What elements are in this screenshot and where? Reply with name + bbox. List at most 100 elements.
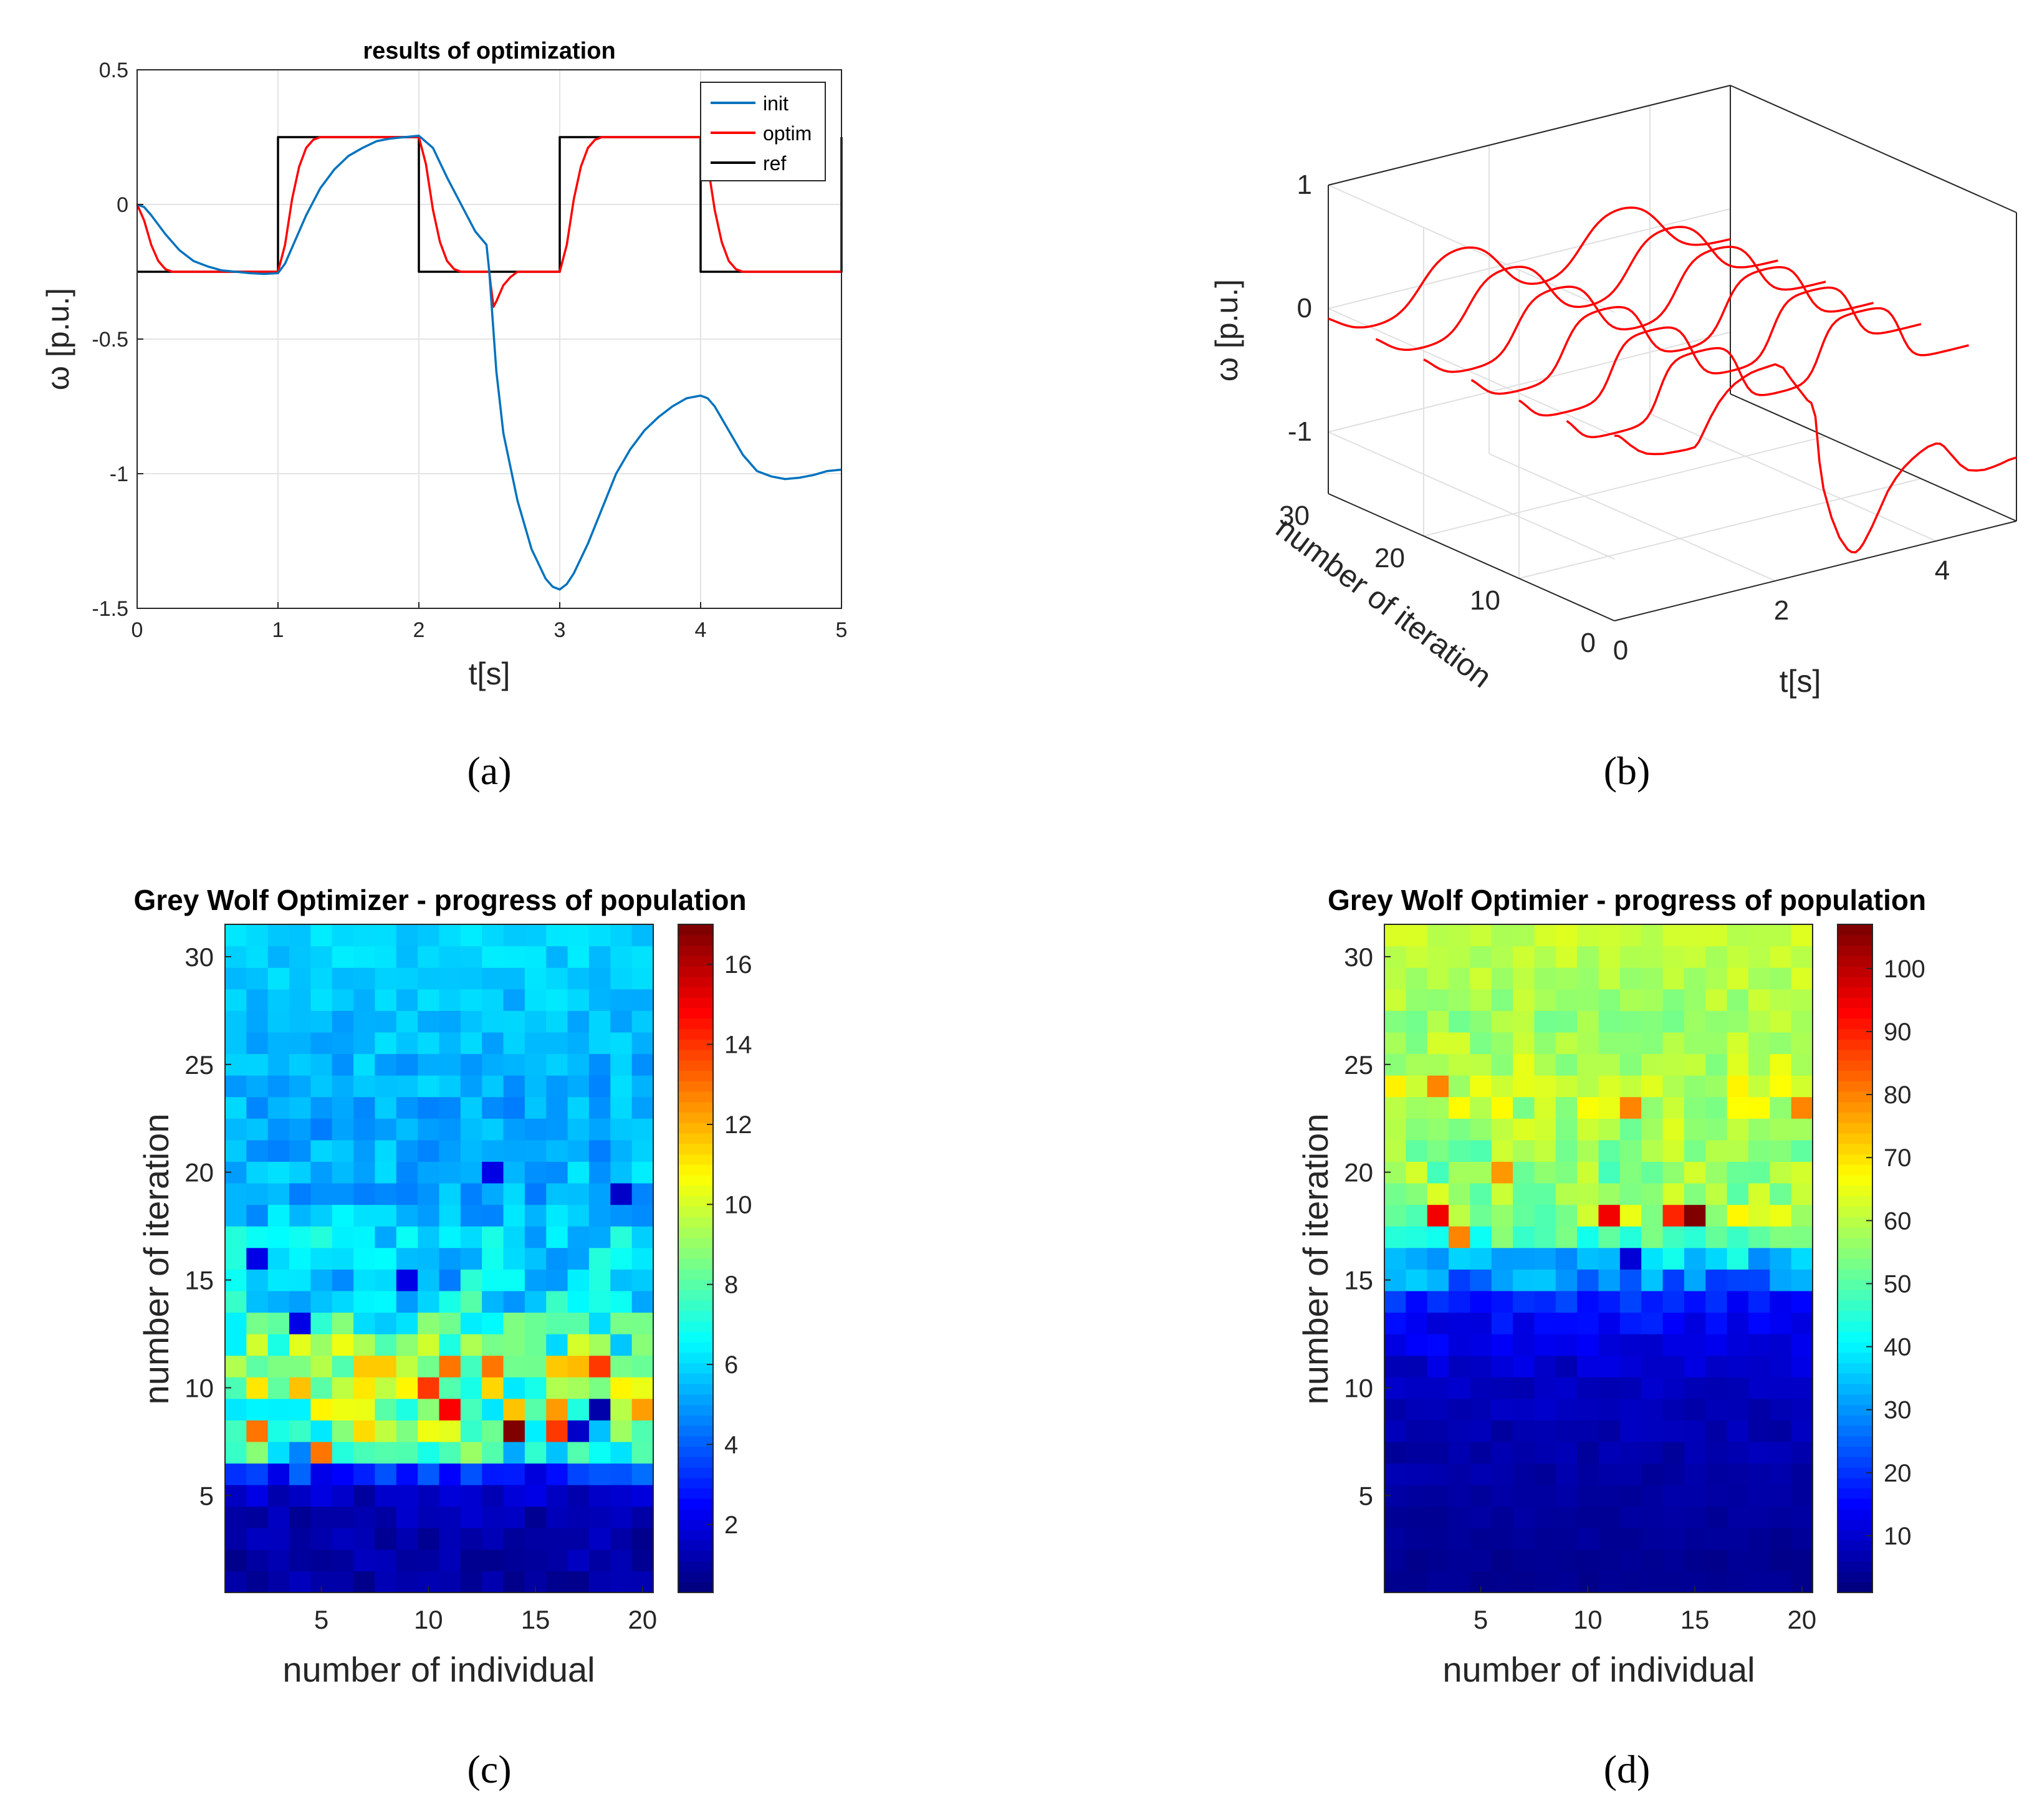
heatmap-cell — [1534, 1355, 1556, 1377]
colorbar-step — [678, 1446, 713, 1457]
heatmap-cell — [1577, 989, 1599, 1011]
heatmap-cell — [631, 989, 654, 1011]
colorbar-step — [678, 1435, 713, 1447]
heatmap-cell — [1598, 1528, 1621, 1550]
heatmap-cell — [1384, 1441, 1406, 1464]
heatmap-cell — [1748, 1485, 1770, 1507]
heatmap-cell — [1662, 1549, 1685, 1572]
heatmap-cell — [567, 1139, 590, 1162]
colorbar-step — [678, 1509, 713, 1520]
heatmap-cell — [1427, 1118, 1449, 1141]
heatmap-cell — [1641, 1355, 1664, 1377]
heatmap-cell — [546, 1290, 568, 1313]
heatmap-cell — [396, 1377, 418, 1399]
heatmap-cell — [1727, 1075, 1749, 1098]
heatmap-cell — [225, 1075, 247, 1098]
heatmap-cell — [610, 967, 633, 990]
heatmap-cell — [1770, 1312, 1792, 1334]
heatmap-cell — [1491, 1528, 1513, 1550]
heatmap-cell — [353, 1441, 376, 1464]
heatmap-cell — [1684, 1463, 1706, 1485]
heatmap-cell — [631, 967, 654, 990]
heatmap-cell — [1427, 1032, 1449, 1055]
heatmap-cell — [546, 1032, 568, 1055]
heatmap-cell — [1577, 1053, 1599, 1076]
heatmap-cell — [1555, 1312, 1578, 1334]
heatmap-cell — [1791, 1506, 1813, 1528]
heatmap-cell — [1662, 967, 1685, 990]
heatmap-cell — [353, 1549, 376, 1572]
heatmap-cell — [1727, 1398, 1749, 1420]
heatmap-cell — [1791, 1290, 1813, 1313]
heatmap-cell — [1641, 1528, 1664, 1550]
colorbar-step — [678, 1384, 713, 1395]
heatmap-cell — [1748, 1226, 1770, 1248]
heatmap-cell — [588, 989, 611, 1011]
heatmap-cell — [1770, 1528, 1792, 1550]
heatmap-cell — [1470, 1398, 1492, 1420]
heatmap-cell — [1427, 1139, 1449, 1162]
heatmap-cell — [460, 1032, 482, 1055]
heatmap-cell — [1705, 1010, 1728, 1033]
heatmap-cell — [482, 1032, 504, 1055]
heatmap-cell — [1534, 1182, 1556, 1205]
heatmap-cell — [460, 1549, 482, 1572]
heatmap-cell — [588, 1549, 611, 1572]
heatmap-cell — [1406, 1053, 1428, 1076]
heatmap-cell — [1770, 1118, 1792, 1141]
heatmap-cell — [353, 1506, 376, 1528]
heatmap-cell — [375, 1096, 397, 1119]
heatmap-cell — [439, 1139, 461, 1162]
colorbar-step — [1838, 1133, 1872, 1144]
heatmap-cell — [460, 1398, 482, 1420]
heatmap-cell — [503, 1053, 525, 1076]
heatmap-cell — [1770, 1377, 1792, 1399]
heatmap-cell — [1641, 1118, 1664, 1141]
heatmap-cell — [610, 924, 633, 947]
colorbar-step — [1838, 1154, 1872, 1165]
heatmap-cell — [1662, 1075, 1685, 1098]
heatmap-cell — [567, 989, 590, 1011]
heatmap-cell — [1748, 967, 1770, 990]
heatmap-cell — [289, 1010, 311, 1033]
heatmap-cell — [1598, 1269, 1621, 1291]
heatmap-cell — [460, 1269, 482, 1291]
colorbar-step — [1838, 1415, 1872, 1426]
heatmap-cell — [546, 1485, 568, 1507]
colorbar-step — [1838, 1498, 1872, 1510]
colorbar-step — [1838, 1081, 1872, 1092]
heatmap-cell — [1705, 1053, 1728, 1076]
heatmap-cell — [503, 1506, 525, 1528]
heatmap-cell — [396, 1420, 418, 1442]
heatmap-cell — [246, 1161, 269, 1184]
heatmap-cell — [1427, 1334, 1449, 1356]
heatmap-cell — [1491, 1549, 1513, 1572]
heatmap-cell — [1491, 1485, 1513, 1507]
heatmap-cell — [1577, 1528, 1599, 1550]
heatmap-cell — [1770, 1053, 1792, 1076]
heatmap-cell — [310, 1398, 333, 1420]
heatmap-cell — [1534, 1161, 1556, 1184]
heatmap-cell — [225, 1571, 247, 1593]
heatmap-cell — [1748, 1549, 1770, 1572]
box-edge — [1328, 493, 1615, 621]
heatmap-cell — [396, 1075, 418, 1098]
heatmap-cell — [1555, 1226, 1578, 1248]
x-tick-label: 4 — [695, 618, 707, 642]
heatmap-cell — [1791, 1161, 1813, 1184]
heatmap-cell — [375, 1290, 397, 1313]
heatmap-cell — [418, 1269, 440, 1291]
heatmap-cell — [631, 1010, 654, 1033]
colorbar-step — [678, 1582, 713, 1593]
heatmap-cell — [1384, 1420, 1406, 1442]
heatmap-cell — [567, 1485, 590, 1507]
heatmap-cell — [225, 1398, 247, 1420]
z-tick-label: 0 — [1297, 293, 1312, 323]
panel-c-ylabel: number of iteration — [137, 1114, 176, 1405]
heatmap-cell — [1491, 1075, 1513, 1098]
heatmap-cell — [546, 1139, 568, 1162]
x-tick-label: 2 — [1774, 595, 1789, 626]
heatmap-cell — [567, 1247, 590, 1270]
colorbar-tick-label: 50 — [1884, 1270, 1912, 1298]
